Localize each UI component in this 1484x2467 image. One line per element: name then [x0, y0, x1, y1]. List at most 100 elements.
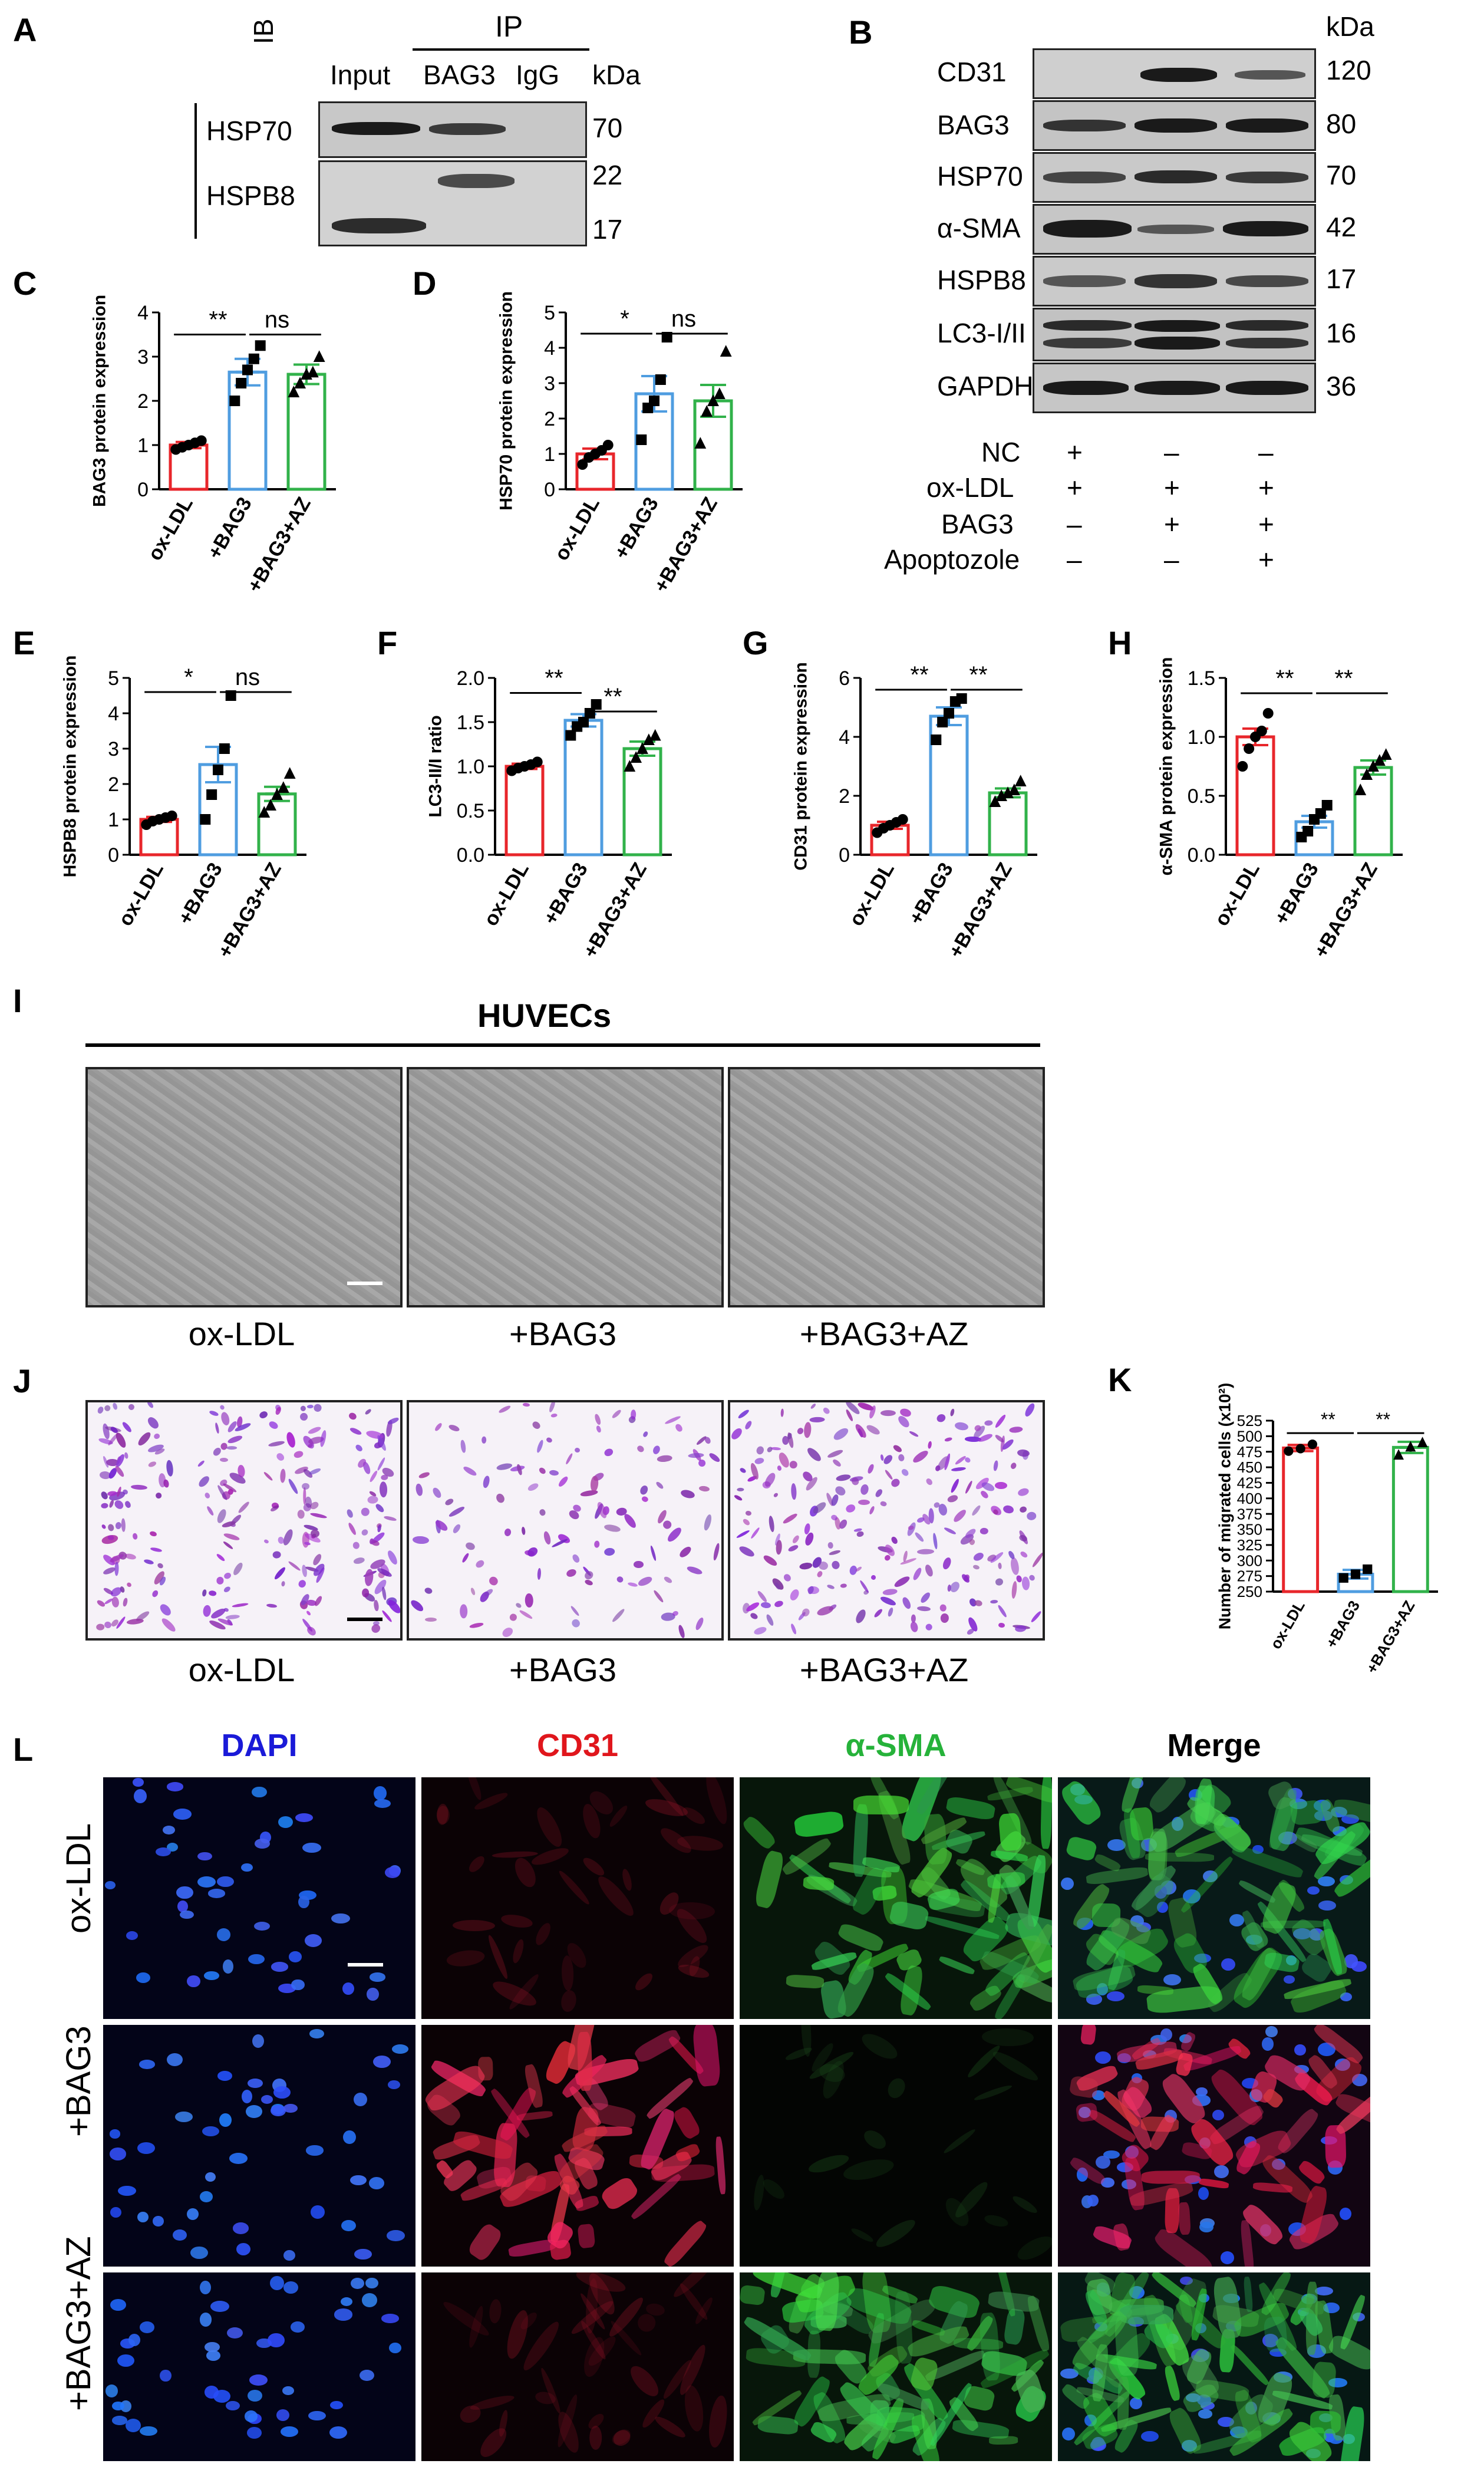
data-point — [931, 734, 942, 745]
blot-hsp70-b — [1033, 152, 1316, 203]
ib-bracket — [194, 103, 197, 239]
x-tick-label: ox-LDL — [550, 493, 604, 564]
cell-mark — [887, 1607, 895, 1618]
data-point — [265, 799, 277, 811]
x-tick-label: +BAG3 — [1270, 859, 1323, 928]
y-tick-label: 0.0 — [457, 844, 484, 867]
cell-mark — [237, 1464, 246, 1478]
cell-mark — [860, 2126, 889, 2153]
data-point — [1363, 1564, 1373, 1575]
cell-mark — [105, 2384, 118, 2397]
cell-mark — [383, 1515, 397, 1522]
cell-mark — [266, 1603, 278, 1609]
cell-mark — [283, 2250, 295, 2261]
cell-mark — [126, 1581, 133, 1588]
cell-mark — [1096, 1982, 1109, 1995]
cell-mark — [949, 1477, 961, 1494]
fluo-dapi-oxldl — [103, 1777, 415, 2019]
data-point — [294, 377, 306, 388]
cell-mark — [1095, 2155, 1110, 2169]
y-tick-label: 1.0 — [1188, 726, 1215, 749]
cell-mark — [306, 1425, 322, 1435]
cell-mark — [620, 1867, 634, 1892]
row-label-hspb8-b: HSPB8 — [937, 265, 1026, 295]
cell-mark — [603, 1447, 615, 1458]
cell-mark — [750, 1612, 759, 1620]
cell-mark — [349, 1427, 362, 1437]
cell-mark — [354, 2248, 372, 2260]
cell-mark — [297, 1579, 308, 1590]
blot-cd31-b — [1033, 48, 1316, 99]
cell-mark — [361, 1507, 370, 1516]
cell-mark — [306, 2145, 324, 2156]
cell-mark — [599, 2175, 641, 2212]
data-point — [636, 434, 647, 445]
cell-mark — [657, 1455, 673, 1463]
label-i-oxldl: ox-LDL — [188, 1315, 295, 1352]
cell-mark — [377, 1524, 382, 1533]
chart-f: F 0.0 0.5 1.0 1.5 2.0 LC3-II/I ratio ox-LDL +BAG… — [377, 624, 672, 961]
cell-mark — [688, 1452, 705, 1458]
cell-mark — [925, 1477, 934, 1486]
data-point — [236, 378, 247, 388]
significance-label: ** — [1275, 666, 1294, 691]
cell-mark — [334, 2308, 353, 2321]
cell-mark — [187, 1975, 200, 1988]
cell-mark — [997, 1603, 1008, 1618]
y-tick-label: 2 — [544, 408, 555, 430]
cell-mark — [186, 2208, 199, 2221]
x-tick-label: +BAG3 — [610, 493, 663, 563]
cell-mark — [219, 1404, 225, 1411]
cell-mark — [312, 1402, 323, 1412]
lane-label-bag3: BAG3 — [423, 60, 496, 90]
cell-mark — [556, 1869, 591, 1906]
cell-mark — [775, 1540, 783, 1556]
y-tick-label: 1 — [108, 809, 119, 831]
cell-mark — [708, 1451, 721, 1464]
y-tick-label: 525 — [1237, 1412, 1262, 1430]
scale-bar — [347, 1618, 382, 1621]
panel-letter-i: I — [13, 982, 22, 1019]
fluo-cd31-bag3-az — [421, 2272, 734, 2461]
cell-mark — [460, 1604, 468, 1618]
cell-mark — [341, 2297, 353, 2306]
cell-mark — [425, 1618, 437, 1622]
cell-mark — [373, 2056, 391, 2069]
cell-mark — [1198, 2409, 1212, 2419]
cell-mark — [381, 1609, 393, 1623]
cell-mark — [662, 2219, 709, 2267]
cell-mark — [272, 1550, 282, 1559]
cell-mark — [1202, 1870, 1218, 1883]
cell-mark — [1076, 2102, 1099, 2123]
cell-mark — [550, 1412, 558, 1418]
cell-mark — [816, 1604, 835, 1618]
cell-mark — [254, 1921, 270, 1931]
x-tick-label: +BAG3 — [174, 859, 227, 928]
y-tick-label: 325 — [1237, 1536, 1262, 1554]
cell-mark — [1245, 2402, 1258, 2415]
cell-mark — [162, 1825, 175, 1834]
cell-mark — [809, 1403, 817, 1410]
cell-mark — [998, 1622, 1005, 1628]
cell-mark — [1289, 1799, 1308, 1809]
significance-label: ** — [209, 307, 227, 333]
channel-title-merge: Merge — [1167, 1728, 1261, 1763]
data-point — [288, 386, 300, 397]
cell-mark — [965, 2043, 1002, 2080]
cell-mark — [559, 1989, 578, 2014]
cell-mark — [196, 1459, 206, 1468]
cell-mark — [521, 1526, 526, 1536]
fluo-merge-oxldl — [1058, 1777, 1370, 2019]
cell-mark — [663, 1575, 673, 1584]
cell-mark — [488, 2298, 502, 2324]
data-point — [1354, 783, 1367, 795]
cell-mark — [389, 2342, 401, 2354]
cell-mark — [146, 1415, 161, 1431]
cell-mark — [287, 1560, 302, 1572]
chart-k: K 250275300325350375400425450475500525Num… — [1108, 1361, 1438, 1676]
cell-mark — [464, 1541, 476, 1552]
cell-mark — [381, 1586, 388, 1600]
cell-mark — [190, 2246, 209, 2260]
cell-mark — [223, 1572, 232, 1580]
cell-mark — [1120, 2304, 1174, 2325]
